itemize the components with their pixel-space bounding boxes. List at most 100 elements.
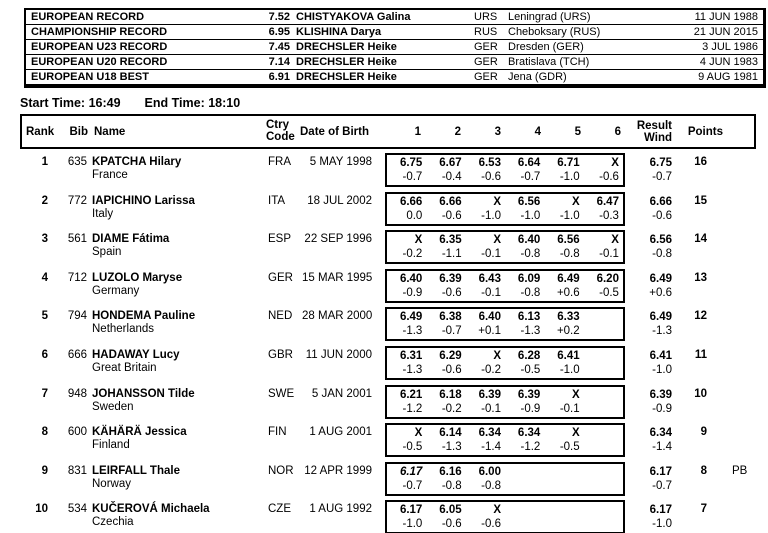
attempt-6 [584, 426, 623, 454]
attempt-wind: +0.6 [556, 286, 580, 299]
athlete-country: Great Britain [92, 361, 157, 374]
athlete-cell: LUZOLO Maryse Germany [92, 269, 257, 298]
note-cell [715, 423, 749, 426]
result-mark: 6.49 [649, 272, 672, 285]
record-venue: Cheboksary (RUS) [508, 25, 601, 38]
country-code-cell: CZE [268, 503, 291, 516]
attempt-mark: 6.33 [557, 311, 580, 324]
result-wind: -0.7 [652, 171, 672, 183]
attempt-2: 6.38 -0.7 [426, 310, 465, 338]
attempt-wind: -1.0 [559, 171, 580, 183]
attempt-1: 6.75 -0.7 [387, 156, 426, 184]
athlete-cell: HONDEMA Pauline Netherlands [92, 307, 257, 336]
attempt-wind [544, 479, 579, 493]
result-mark: 6.56 [649, 234, 672, 247]
attempt-6: X -0.6 [584, 156, 623, 184]
attempts-box: 6.66 0.0 6.66 -0.6 X -1.0 6.56 -1.0 [385, 191, 625, 226]
note-cell [715, 346, 749, 349]
attempt-mark: 6.41 [557, 349, 580, 362]
attempt-mark: 6.39 [517, 388, 541, 401]
record-mark: 7.52 [268, 10, 290, 23]
attempt-mark: 6.16 [439, 465, 462, 478]
attempt-mark [584, 465, 619, 479]
attempt-wind [584, 324, 619, 338]
attempt-mark: 6.31 [399, 349, 423, 362]
attempt-6: X -0.1 [584, 233, 623, 261]
attempts-box: 6.21 -1.2 6.18 -0.2 6.39 -0.1 6.39 -0.9 [385, 384, 625, 419]
table-row: 5 794 HONDEMA Pauline Netherlands NED 28… [20, 307, 768, 346]
attempt-wind: 0.0 [406, 209, 423, 222]
attempt-wind: -1.3 [402, 325, 423, 338]
header-bib: Bib [69, 125, 88, 138]
points-cell: 14 [694, 233, 707, 246]
attempt-mark: 6.28 [517, 349, 541, 362]
attempt-mark: X [493, 234, 501, 247]
athlete-cell: DIAME Fátima Spain [92, 230, 257, 259]
attempt-2: 6.35 -1.1 [426, 233, 465, 261]
attempt-mark [584, 349, 619, 363]
record-row: EUROPEAN U18 BEST 6.91 DRECHSLER Heike G… [26, 70, 763, 85]
record-label: CHAMPIONSHIP RECORD [31, 25, 168, 38]
attempt-wind: -0.5 [599, 286, 619, 299]
attempt-wind: -1.0 [402, 518, 423, 531]
attempt-mark: 6.56 [517, 195, 541, 208]
rank-cell: 3 [41, 233, 48, 246]
header-ctry-line1: Ctry [266, 119, 290, 131]
athlete-name: KUČEROVÁ Michaela [92, 503, 210, 516]
attempt-mark: 6.49 [557, 272, 580, 285]
attempt-mark: X [611, 157, 619, 169]
athlete-cell: IAPICHINO Larissa Italy [92, 192, 257, 221]
attempt-4: 6.40 -0.8 [505, 233, 544, 261]
header-attempt-3: 3 [494, 125, 501, 138]
attempt-mark: 6.13 [517, 311, 541, 324]
attempts-box: 6.75 -0.7 6.67 -0.4 6.53 -0.6 6.64 -0.7 [385, 153, 625, 187]
attempt-wind: -0.2 [441, 402, 462, 415]
table-row: 10 534 KUČEROVÁ Michaela Czechia CZE 1 A… [20, 500, 768, 533]
rank-cell: 10 [35, 503, 48, 516]
result-wind: -1.4 [652, 441, 672, 454]
attempt-4: 6.28 -0.5 [505, 349, 544, 377]
attempt-mark: 6.49 [399, 311, 423, 324]
attempt-5: X -0.5 [544, 426, 583, 454]
header-attempt-1: 1 [414, 125, 421, 138]
record-venue: Jena (GDR) [508, 70, 567, 83]
attempt-6 [584, 465, 623, 493]
header-result-line2: Wind [644, 131, 672, 144]
athlete-cell: HADAWAY Lucy Great Britain [92, 346, 257, 375]
bib-cell: 561 [67, 233, 87, 246]
attempt-2: 6.05 -0.6 [426, 503, 465, 531]
record-date: 11 JUN 1988 [694, 10, 758, 23]
attempt-5: 6.56 -0.8 [544, 233, 583, 261]
end-time: End Time: 18:10 [145, 96, 241, 110]
note-cell [715, 153, 749, 156]
attempt-mark: X [571, 388, 580, 401]
table-row: 6 666 HADAWAY Lucy Great Britain GBR 11 … [20, 345, 768, 385]
record-athlete: CHISTYAKOVA Galina [296, 10, 411, 23]
table-row: 7 948 JOHANSSON Tilde Sweden SWE 5 JAN 2… [20, 384, 768, 424]
attempt-wind: -1.0 [559, 209, 580, 222]
record-nationality: GER [474, 55, 498, 68]
attempt-mark: 6.43 [478, 272, 501, 285]
attempt-wind: -0.7 [402, 171, 423, 183]
attempt-wind: -0.5 [559, 441, 580, 454]
attempt-mark: 6.17 [399, 465, 423, 478]
attempt-3: 6.43 -0.1 [466, 272, 505, 300]
athlete-cell: KPATCHA Hilary France [92, 153, 257, 182]
attempt-wind: -0.1 [599, 248, 619, 261]
attempt-mark: 6.34 [517, 427, 541, 440]
attempt-mark: 6.66 [399, 195, 423, 208]
attempt-wind: -0.4 [441, 171, 462, 183]
attempt-2: 6.18 -0.2 [426, 388, 465, 416]
date-of-birth-cell: 15 MAR 1995 [302, 271, 373, 284]
bib-cell: 666 [67, 348, 87, 361]
attempt-wind: -0.5 [402, 441, 423, 454]
record-label: EUROPEAN U20 RECORD [31, 55, 168, 68]
athlete-country: Czechia [92, 516, 134, 529]
attempt-1: 6.31 -1.3 [387, 349, 426, 377]
attempt-wind: +0.2 [556, 325, 580, 338]
attempt-mark: 6.39 [439, 272, 462, 285]
attempt-wind [505, 517, 540, 531]
rank-cell: 8 [41, 426, 48, 439]
note-cell [715, 307, 749, 310]
attempt-wind: -0.8 [520, 286, 541, 299]
